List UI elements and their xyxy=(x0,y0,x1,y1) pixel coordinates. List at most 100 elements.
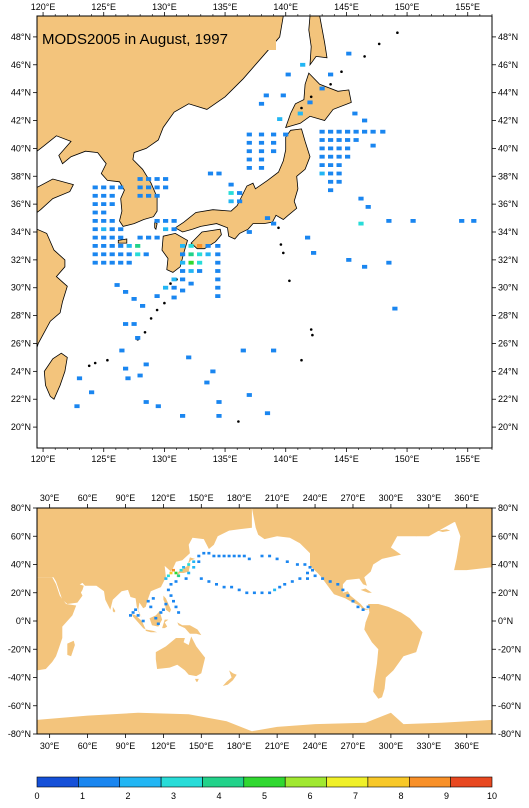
observation-cell xyxy=(180,252,186,257)
regional-map-observations xyxy=(74,51,477,418)
observation-cell xyxy=(164,602,168,606)
colorbar-swatch xyxy=(119,776,162,788)
observation-cell xyxy=(109,244,115,248)
observation-cell xyxy=(252,591,256,595)
observation-cell xyxy=(228,199,234,204)
observation-cell xyxy=(380,129,386,134)
observation-cell xyxy=(137,235,143,240)
observation-cell xyxy=(277,117,283,121)
colorbar: 0 1 2 3 4 5 6 7 8 9 10 xyxy=(34,776,497,801)
colorbar-label: 2 xyxy=(125,791,130,801)
observation-cell xyxy=(109,227,115,232)
observation-cell xyxy=(101,252,107,257)
observation-cell xyxy=(131,297,137,301)
observation-cell xyxy=(271,221,277,226)
observation-cell xyxy=(358,221,364,226)
observation-cell xyxy=(328,72,334,77)
jeju-land xyxy=(117,238,128,244)
observation-cell xyxy=(258,166,265,170)
observation-cell xyxy=(154,294,160,298)
lon-label-top: 130°E xyxy=(152,2,177,12)
observation-cell xyxy=(197,554,201,558)
lat-label-left: 44°N xyxy=(11,88,31,98)
observation-cell xyxy=(264,411,271,416)
observation-cell xyxy=(328,188,334,193)
observation-cell xyxy=(118,227,124,232)
observation-cell xyxy=(140,304,146,308)
regional-map-land xyxy=(37,16,399,423)
lon-label-top: 150°E xyxy=(189,493,214,503)
island-dot-land xyxy=(279,243,283,246)
observation-cell xyxy=(180,277,186,282)
observation-cell xyxy=(240,348,246,353)
colorbar-swatch xyxy=(450,776,493,788)
observation-cell xyxy=(101,219,107,223)
island-dot-land xyxy=(106,358,109,362)
observation-cell xyxy=(146,185,152,190)
colorbar-swatch xyxy=(408,776,451,788)
lat-label-left: 48°N xyxy=(11,32,31,42)
observation-cell xyxy=(366,605,370,609)
observation-cell xyxy=(275,557,279,561)
observation-cell xyxy=(119,348,125,353)
observation-cell xyxy=(76,376,83,381)
lat-label-right: -20°N xyxy=(498,644,521,654)
lat-label-left: 30°N xyxy=(11,283,31,293)
colorbar-label: 3 xyxy=(171,791,176,801)
new-guinea-land xyxy=(177,622,202,636)
observation-cell xyxy=(328,129,334,134)
observation-cell xyxy=(356,605,360,609)
lat-label-left: -80°N xyxy=(8,729,31,739)
observation-cell xyxy=(143,362,149,367)
lon-label-top: 330°E xyxy=(416,493,441,503)
observation-cell xyxy=(188,260,194,265)
observation-cell xyxy=(215,285,221,290)
europe-land xyxy=(454,508,492,571)
observation-cell xyxy=(306,571,309,575)
observation-cell xyxy=(192,566,196,569)
lon-label-top: 150°E xyxy=(395,2,420,12)
lon-label-bottom: 145°E xyxy=(334,454,359,464)
island-dot-land xyxy=(149,317,153,320)
observation-cell xyxy=(237,199,243,204)
observation-cell xyxy=(92,202,98,206)
observation-cell xyxy=(197,269,203,273)
observation-cell xyxy=(237,554,241,558)
lat-label-left: 22°N xyxy=(11,394,31,404)
observation-cell xyxy=(135,252,141,257)
observation-cell xyxy=(215,260,221,265)
observation-cell xyxy=(207,171,214,176)
shandong-land xyxy=(37,178,74,214)
lon-label-bottom: 120°E xyxy=(151,741,176,751)
observation-cell xyxy=(159,611,163,614)
observation-cell xyxy=(319,146,325,151)
lon-label-bottom: 155°E xyxy=(455,454,480,464)
observation-cell xyxy=(336,138,342,142)
observation-cell xyxy=(258,140,265,145)
observation-cell xyxy=(298,577,302,580)
lon-label-bottom: 150°E xyxy=(395,454,420,464)
observation-cell xyxy=(114,283,120,287)
observation-cell xyxy=(319,129,325,134)
colorbar-swatch xyxy=(367,776,410,788)
observation-cell xyxy=(392,306,398,311)
observation-cell xyxy=(163,177,169,181)
observation-cell xyxy=(311,568,314,572)
observation-cell xyxy=(336,179,342,184)
observation-cell xyxy=(146,235,152,240)
observation-cell xyxy=(188,252,194,257)
observation-cell xyxy=(246,157,252,162)
observation-cell xyxy=(280,93,286,98)
island-dot-land xyxy=(340,70,343,73)
sumatra-land xyxy=(131,613,146,630)
colorbar-swatch xyxy=(36,776,79,788)
observation-cell xyxy=(263,93,269,98)
observation-cell xyxy=(123,290,129,294)
tsushima-land xyxy=(154,221,158,231)
lat-label-right: 34°N xyxy=(498,227,518,237)
antarctica-land xyxy=(37,712,492,734)
lat-label-left: 40°N xyxy=(11,560,31,570)
observation-cell xyxy=(92,210,98,215)
observation-cell xyxy=(222,585,226,589)
island-dot-land xyxy=(377,42,381,46)
